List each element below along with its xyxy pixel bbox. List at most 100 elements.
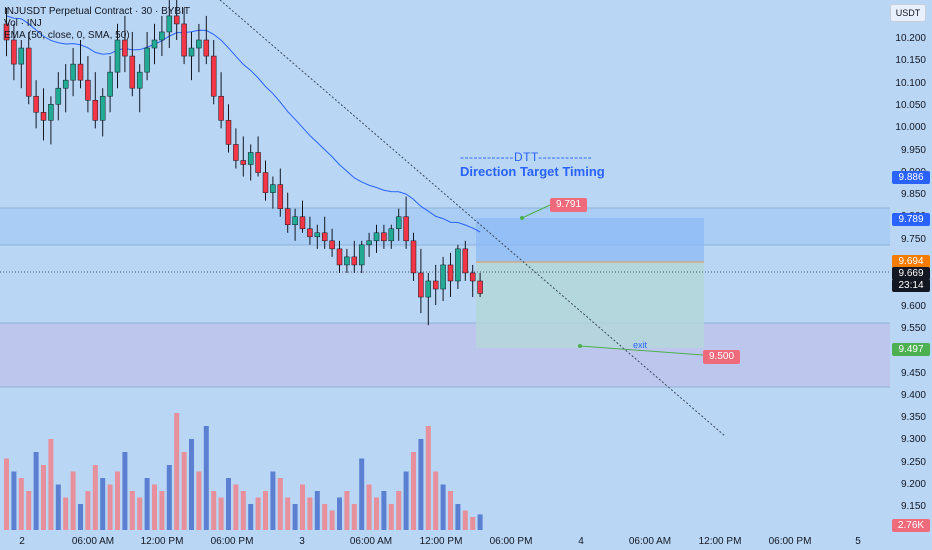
ema-line bbox=[6, 15, 481, 233]
volume-bar bbox=[292, 504, 298, 530]
dtt-subtitle: Direction Target Timing bbox=[460, 164, 605, 179]
volume-bar bbox=[300, 484, 305, 530]
dtt-title: ------------DTT------------ bbox=[460, 150, 593, 164]
price-tag: 9.497 bbox=[892, 343, 930, 356]
volume-bar bbox=[233, 484, 239, 530]
connector-dot bbox=[520, 216, 524, 220]
price-tick-label: 9.750 bbox=[900, 233, 926, 245]
candle-body bbox=[11, 39, 17, 65]
candle-body bbox=[173, 15, 180, 25]
candle-body bbox=[462, 248, 469, 274]
exit-price-label[interactable]: 9.500 bbox=[703, 350, 741, 364]
time-tick-label: 06:00 PM bbox=[210, 536, 254, 547]
candle-body bbox=[247, 152, 254, 165]
candle-body bbox=[277, 184, 284, 209]
candle-body bbox=[373, 232, 380, 242]
volume-bar bbox=[26, 491, 32, 530]
candle-body bbox=[210, 55, 217, 97]
time-tick-label: 12:00 PM bbox=[140, 536, 184, 547]
volume-bar bbox=[396, 491, 402, 530]
volume-bar bbox=[48, 439, 54, 530]
volume-bar bbox=[18, 478, 24, 530]
volume-bar bbox=[218, 497, 224, 530]
volume-bar bbox=[314, 491, 320, 530]
volume-bar bbox=[70, 471, 76, 530]
volume-bar bbox=[440, 484, 446, 530]
volume-bar bbox=[455, 504, 461, 530]
volume-bar bbox=[144, 478, 150, 530]
candle-body bbox=[381, 232, 387, 242]
connector-dot bbox=[578, 344, 582, 348]
currency-button[interactable]: USDT bbox=[890, 4, 926, 22]
price-tick-label: 9.400 bbox=[900, 389, 926, 401]
volume-bar bbox=[226, 478, 231, 530]
candle-body bbox=[218, 95, 224, 121]
candle-body bbox=[25, 47, 32, 97]
volume-bar bbox=[470, 517, 476, 530]
symbol-legend[interactable]: INJUSDT Perpetual Contract · 30 · BYBIT bbox=[4, 6, 190, 17]
candle-body bbox=[92, 99, 99, 121]
price-tick-label: 10.150 bbox=[895, 55, 926, 67]
volume-bar bbox=[240, 491, 246, 530]
candle-body bbox=[151, 39, 158, 49]
candle-body bbox=[255, 152, 261, 173]
price-tick-label: 9.450 bbox=[900, 367, 926, 379]
price-tag: 9.694 bbox=[892, 255, 930, 268]
volume-bar bbox=[129, 491, 135, 530]
volume-bar bbox=[78, 504, 83, 530]
volume-bar bbox=[411, 452, 416, 530]
candle-body bbox=[144, 47, 150, 73]
candle-body bbox=[85, 79, 91, 101]
volume-bar bbox=[477, 514, 483, 530]
volume-bar bbox=[448, 491, 453, 530]
target-box bbox=[476, 218, 704, 262]
volume-bar bbox=[388, 504, 394, 530]
candle-body bbox=[358, 244, 365, 266]
ema-legend[interactable]: EMA (50, close, 0, SMA, 50) bbox=[4, 30, 130, 41]
candle-body bbox=[40, 112, 47, 121]
candle-body bbox=[469, 272, 476, 282]
candle-body bbox=[440, 264, 446, 290]
price-tick-label: 9.200 bbox=[900, 479, 926, 490]
candle-body bbox=[292, 216, 298, 226]
volume-bar bbox=[322, 504, 328, 530]
volume-bar bbox=[203, 426, 209, 530]
candle-body bbox=[388, 228, 395, 242]
candle-body bbox=[299, 216, 306, 230]
candle-body bbox=[455, 248, 461, 282]
candle-body bbox=[55, 87, 62, 105]
volume-bar bbox=[4, 458, 9, 530]
time-tick-label: 06:00 PM bbox=[489, 536, 533, 547]
candle-body bbox=[225, 120, 232, 145]
candle-body bbox=[99, 95, 106, 121]
target-connector bbox=[521, 204, 551, 219]
candle-body bbox=[33, 95, 39, 113]
volume-bar bbox=[351, 504, 357, 530]
time-tick-label: 2 bbox=[19, 536, 25, 547]
volume-bar bbox=[359, 458, 365, 530]
volume-bar bbox=[337, 497, 342, 530]
volume-bar bbox=[403, 471, 409, 530]
time-tick-label: 06:00 AM bbox=[71, 536, 115, 547]
volume-bar bbox=[107, 484, 113, 530]
time-tick-label: 12:00 PM bbox=[419, 536, 463, 547]
volume-bar bbox=[55, 484, 61, 530]
candle-body bbox=[321, 232, 328, 242]
volume-bar bbox=[196, 471, 202, 530]
price-tick-label: 9.850 bbox=[900, 189, 926, 201]
candle-body bbox=[62, 79, 69, 89]
price-tick-label: 10.200 bbox=[895, 33, 926, 44]
volume-bar bbox=[462, 510, 468, 530]
price-tick-label: 9.550 bbox=[900, 322, 926, 334]
volume-bar bbox=[85, 491, 91, 530]
volume-legend[interactable]: Vol · INJ bbox=[4, 18, 42, 29]
trend-line bbox=[219, 0, 726, 437]
volume-bar bbox=[33, 452, 39, 530]
candle-body bbox=[418, 272, 424, 298]
target-price-label[interactable]: 9.791 bbox=[550, 198, 588, 212]
candle-body bbox=[77, 63, 84, 81]
candle-body bbox=[129, 55, 136, 89]
volume-bar bbox=[418, 439, 424, 530]
